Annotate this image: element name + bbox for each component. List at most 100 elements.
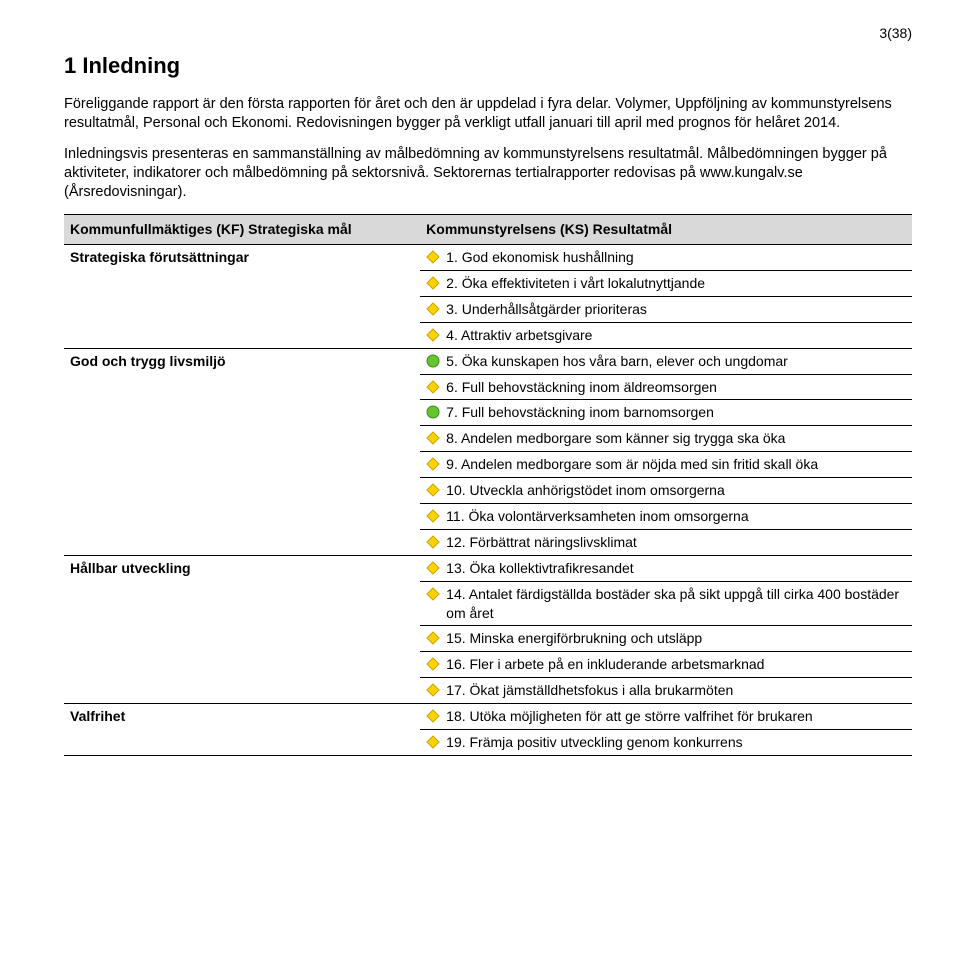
result-goal-cell: 4. Attraktiv arbetsgivare [420,322,912,348]
result-goal-text: 15. Minska energiförbrukning och utsläpp [446,629,906,648]
strategic-goal-cell [64,374,420,400]
table-row: Strategiska förutsättningar 1. God ekonom… [64,245,912,271]
status-yellow-icon [426,380,440,394]
strategic-goal-cell [64,504,420,530]
result-goal-cell: 5. Öka kunskapen hos våra barn, elever o… [420,348,912,374]
status-yellow-icon [426,683,440,697]
table-row: 10. Utveckla anhörigstödet inom omsorger… [64,478,912,504]
result-goal-text: 10. Utveckla anhörigstödet inom omsorger… [446,481,906,500]
result-goal-text: 4. Attraktiv arbetsgivare [446,326,906,345]
table-row: 14. Antalet färdigställda bostäder ska p… [64,581,912,626]
intro-paragraph-1: Föreliggande rapport är den första rappo… [64,95,912,133]
status-yellow-icon [426,250,440,264]
goals-table: Kommunfullmäktiges (KF) Strategiska mål … [64,214,912,756]
result-goal-cell: 16. Fler i arbete på en inkluderande arb… [420,652,912,678]
status-yellow-icon [426,457,440,471]
table-row: 2. Öka effektiviteten i vårt lokalutnytt… [64,270,912,296]
strategic-goal-label: Strategiska förutsättningar [70,249,249,265]
intro-paragraph-2: Inledningsvis presenteras en sammanställ… [64,145,912,202]
strategic-goal-cell [64,270,420,296]
result-goal-cell: 14. Antalet färdigställda bostäder ska p… [420,581,912,626]
table-row: 9. Andelen medborgare som är nöjda med s… [64,452,912,478]
status-yellow-icon [426,735,440,749]
strategic-goal-cell [64,478,420,504]
table-row: 4. Attraktiv arbetsgivare [64,322,912,348]
result-goal-cell: 15. Minska energiförbrukning och utsläpp [420,626,912,652]
result-goal-cell: 3. Underhållsåtgärder prioriteras [420,296,912,322]
strategic-goal-cell [64,322,420,348]
status-yellow-icon [426,431,440,445]
table-row: 6. Full behovstäckning inom äldreomsorge… [64,374,912,400]
status-green-icon [426,354,440,368]
result-goal-cell: 7. Full behovstäckning inom barnomsorgen [420,400,912,426]
status-yellow-icon [426,328,440,342]
result-goal-text: 19. Främja positiv utveckling genom konk… [446,733,906,752]
result-goal-text: 2. Öka effektiviteten i vårt lokalutnytt… [446,274,906,293]
strategic-goal-label: Valfrihet [70,708,125,724]
result-goal-cell: 12. Förbättrat näringslivsklimat [420,529,912,555]
strategic-goal-cell [64,652,420,678]
result-goal-text: 6. Full behovstäckning inom äldreomsorge… [446,378,906,397]
result-goal-cell: 17. Ökat jämställdhetsfokus i alla bruka… [420,678,912,704]
table-header-right: Kommunstyrelsens (KS) Resultatmål [420,215,912,245]
result-goal-text: 3. Underhållsåtgärder prioriteras [446,300,906,319]
table-row: Valfrihet 18. Utöka möjligheten för att g… [64,704,912,730]
table-row: 11. Öka volontärverksamheten inom omsorg… [64,504,912,530]
status-yellow-icon [426,631,440,645]
strategic-goal-label: God och trygg livsmiljö [70,353,226,369]
result-goal-cell: 2. Öka effektiviteten i vårt lokalutnytt… [420,270,912,296]
status-green-icon [426,405,440,419]
table-row: 3. Underhållsåtgärder prioriteras [64,296,912,322]
result-goal-cell: 19. Främja positiv utveckling genom konk… [420,730,912,756]
result-goal-cell: 8. Andelen medborgare som känner sig try… [420,426,912,452]
strategic-goal-cell [64,678,420,704]
table-row: 8. Andelen medborgare som känner sig try… [64,426,912,452]
strategic-goal-cell [64,426,420,452]
result-goal-cell: 6. Full behovstäckning inom äldreomsorge… [420,374,912,400]
result-goal-cell: 11. Öka volontärverksamheten inom omsorg… [420,504,912,530]
strategic-goal-cell: Strategiska förutsättningar [64,245,420,271]
status-yellow-icon [426,535,440,549]
strategic-goal-cell: God och trygg livsmiljö [64,348,420,374]
result-goal-text: 11. Öka volontärverksamheten inom omsorg… [446,507,906,526]
result-goal-cell: 10. Utveckla anhörigstödet inom omsorger… [420,478,912,504]
strategic-goal-cell: Valfrihet [64,704,420,730]
result-goal-text: 1. God ekonomisk hushållning [446,248,906,267]
page-number: 3(38) [64,24,912,43]
result-goal-text: 14. Antalet färdigställda bostäder ska p… [446,585,906,623]
status-yellow-icon [426,709,440,723]
status-yellow-icon [426,483,440,497]
strategic-goal-cell [64,529,420,555]
strategic-goal-cell [64,626,420,652]
table-row: 12. Förbättrat näringslivsklimat [64,529,912,555]
result-goal-cell: 1. God ekonomisk hushållning [420,245,912,271]
result-goal-text: 7. Full behovstäckning inom barnomsorgen [446,403,906,422]
table-header-left: Kommunfullmäktiges (KF) Strategiska mål [64,215,420,245]
strategic-goal-cell [64,296,420,322]
strategic-goal-label: Hållbar utveckling [70,560,191,576]
table-row: 16. Fler i arbete på en inkluderande arb… [64,652,912,678]
result-goal-cell: 13. Öka kollektivtrafikresandet [420,555,912,581]
result-goal-text: 5. Öka kunskapen hos våra barn, elever o… [446,352,906,371]
status-yellow-icon [426,561,440,575]
strategic-goal-cell: Hållbar utveckling [64,555,420,581]
result-goal-cell: 18. Utöka möjligheten för att ge större … [420,704,912,730]
result-goal-text: 12. Förbättrat näringslivsklimat [446,533,906,552]
table-row: 7. Full behovstäckning inom barnomsorgen [64,400,912,426]
table-row: 17. Ökat jämställdhetsfokus i alla bruka… [64,678,912,704]
table-row: 15. Minska energiförbrukning och utsläpp [64,626,912,652]
result-goal-text: 13. Öka kollektivtrafikresandet [446,559,906,578]
table-row: Hållbar utveckling 13. Öka kollektivtrafi… [64,555,912,581]
result-goal-text: 18. Utöka möjligheten för att ge större … [446,707,906,726]
status-yellow-icon [426,302,440,316]
status-yellow-icon [426,657,440,671]
page-heading: 1 Inledning [64,51,912,81]
strategic-goal-cell [64,452,420,478]
strategic-goal-cell [64,581,420,626]
table-row: 19. Främja positiv utveckling genom konk… [64,730,912,756]
table-header-row: Kommunfullmäktiges (KF) Strategiska mål … [64,215,912,245]
status-yellow-icon [426,509,440,523]
strategic-goal-cell [64,730,420,756]
table-row: God och trygg livsmiljö 5. Öka kunskapen … [64,348,912,374]
status-yellow-icon [426,276,440,290]
